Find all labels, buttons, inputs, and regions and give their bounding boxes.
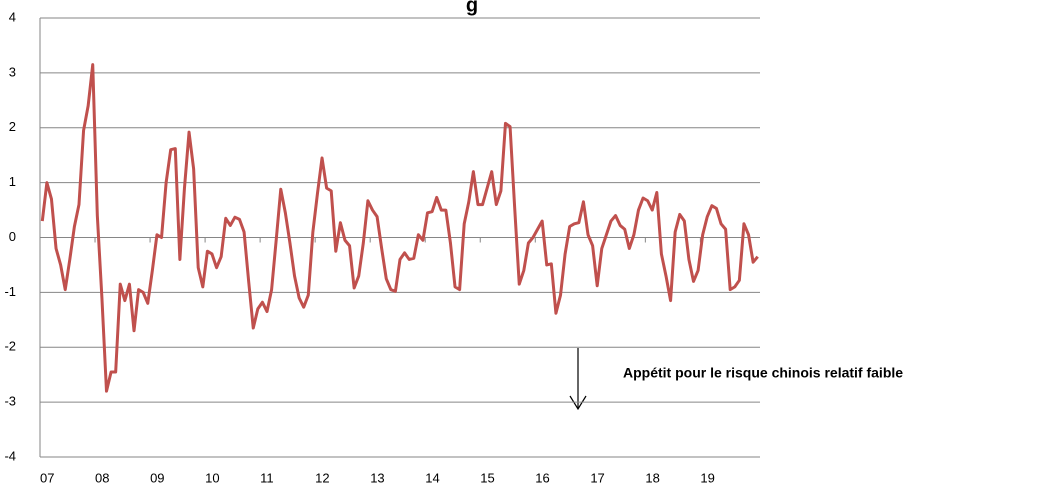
x-tick-label: 13: [370, 470, 384, 485]
y-tick-label: -4: [4, 448, 16, 463]
y-tick-label: -3: [4, 394, 16, 409]
x-tick-label: 07: [40, 470, 54, 485]
x-tick-label: 14: [425, 470, 439, 485]
x-tick-label: 08: [95, 470, 109, 485]
chart-title: g: [466, 0, 478, 16]
y-tick-label: -1: [4, 284, 16, 299]
x-tick-label: 12: [315, 470, 329, 485]
y-tick-label: 3: [9, 64, 16, 79]
x-tick-label: 17: [590, 470, 604, 485]
x-tick-label: 18: [645, 470, 659, 485]
annotation: Appétit pour le risque chinois relatif f…: [623, 365, 903, 381]
y-tick-label: -2: [4, 339, 16, 354]
x-tick-label: 10: [205, 470, 219, 485]
y-tick-label: 1: [9, 174, 16, 189]
x-tick-label: 19: [700, 470, 714, 485]
y-tick-label: 0: [9, 229, 16, 244]
x-tick-label: 16: [535, 470, 549, 485]
x-tick-label: 09: [150, 470, 164, 485]
annotation-arrowhead: [569, 395, 587, 411]
y-tick-label: 4: [9, 9, 16, 24]
x-tick-label: 15: [480, 470, 494, 485]
y-tick-label: 2: [9, 119, 16, 134]
x-tick-label: 11: [260, 470, 274, 485]
line-series: [40, 63, 759, 393]
